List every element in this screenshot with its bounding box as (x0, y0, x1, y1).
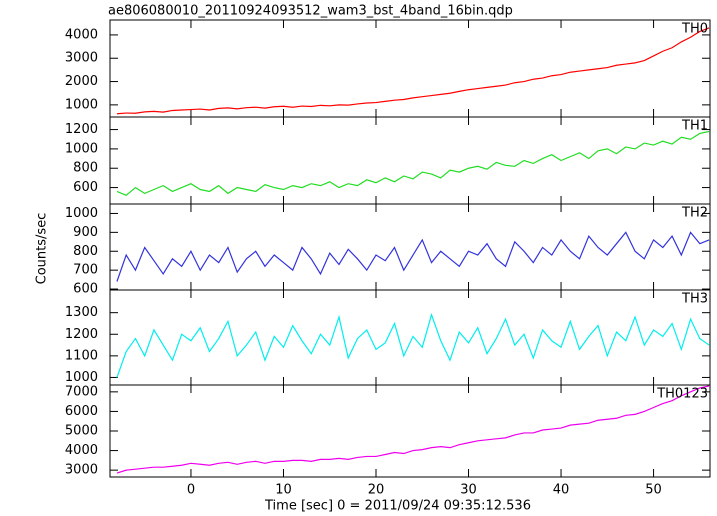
series-label: TH1 (681, 119, 708, 134)
y-tick-label: 6000 (65, 404, 98, 419)
y-tick-label: 800 (73, 161, 98, 176)
panel-frame (109, 289, 711, 386)
y-tick-label: 2000 (65, 74, 98, 89)
y-tick-label: 4000 (65, 27, 98, 42)
series-line (116, 27, 710, 115)
panel-frame (109, 116, 711, 205)
y-tick-label: 800 (73, 244, 98, 259)
series-line (116, 385, 710, 474)
panel-frame (109, 384, 711, 478)
y-tick-label: 1300 (65, 305, 98, 320)
y-tick-label: 1000 (65, 370, 98, 385)
y-tick-label: 1100 (65, 348, 98, 363)
x-tick-label: 10 (275, 483, 292, 498)
series-line (116, 231, 710, 282)
y-tick-label: 1200 (65, 122, 98, 137)
y-axis-label: Counts/sec (35, 213, 50, 285)
y-tick-label: 4000 (65, 443, 98, 458)
y-tick-label: 900 (73, 225, 98, 240)
y-tick-label: 1000 (65, 97, 98, 112)
series-label: TH0123 (656, 387, 708, 402)
series-line (116, 312, 710, 378)
y-tick-label: 700 (73, 263, 98, 278)
x-tick-label: 0 (187, 483, 195, 498)
x-tick-label: 40 (553, 483, 570, 498)
y-tick-label: 1200 (65, 327, 98, 342)
panel-frame (109, 19, 711, 118)
series-label: TH3 (681, 292, 708, 307)
x-tick-label: 30 (460, 483, 477, 498)
y-tick-label: 600 (73, 180, 98, 195)
panel-frame (109, 203, 711, 291)
y-tick-label: 600 (73, 282, 98, 297)
x-axis-label: Time [sec] 0 = 2011/09/24 09:35:12.536 (264, 499, 531, 514)
y-tick-label: 1000 (65, 206, 98, 221)
y-tick-label: 3000 (65, 51, 98, 66)
chart-title: ae806080010_20110924093512_wam3_bst_4ban… (108, 4, 513, 19)
x-tick-label: 20 (368, 483, 385, 498)
y-tick-label: 7000 (65, 384, 98, 399)
y-tick-label: 1000 (65, 141, 98, 156)
y-tick-label: 5000 (65, 424, 98, 439)
series-line (116, 130, 710, 196)
series-label: TH0 (681, 22, 708, 37)
y-tick-label: 3000 (65, 463, 98, 478)
x-tick-label: 50 (645, 483, 662, 498)
series-label: TH2 (681, 206, 708, 221)
